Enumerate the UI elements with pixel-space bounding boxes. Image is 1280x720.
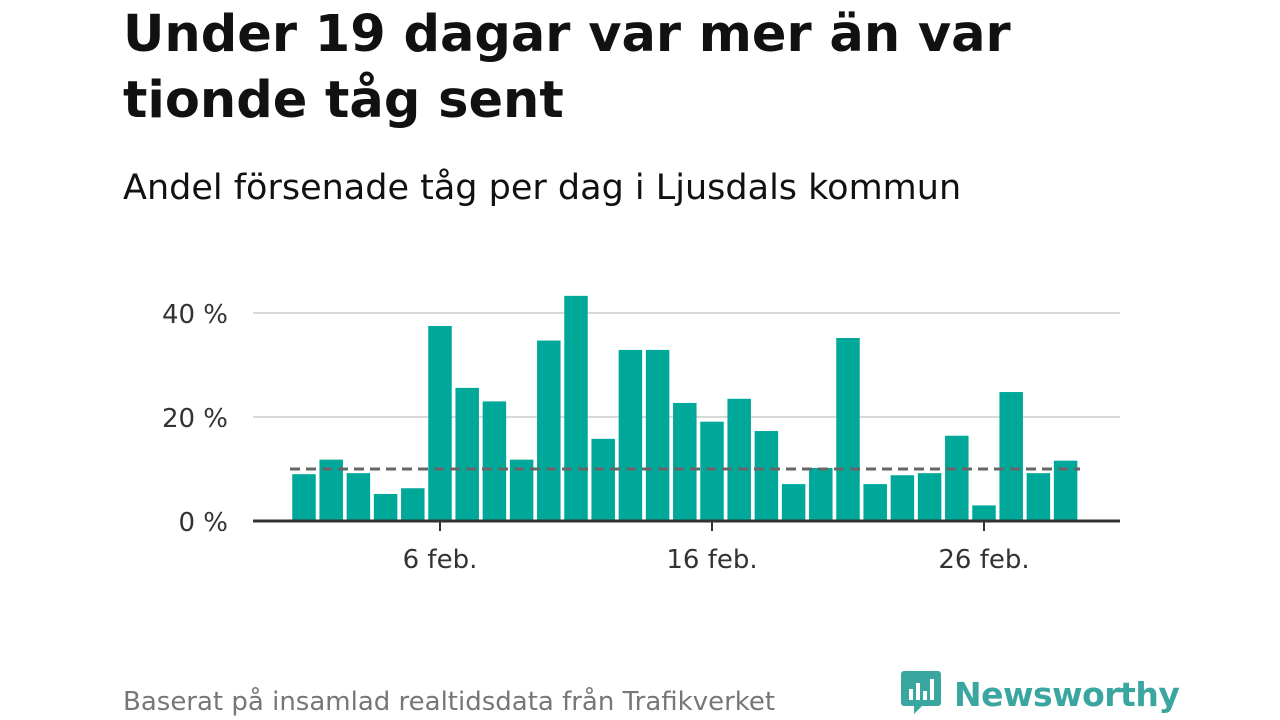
- bar: [645, 349, 670, 521]
- bar: [863, 484, 887, 521]
- bar: [591, 438, 615, 521]
- bar: [700, 421, 724, 521]
- newsworthy-logo-icon: [900, 669, 942, 719]
- bar: [618, 349, 643, 521]
- bar: [455, 387, 479, 521]
- brand-logo[interactable]: Newsworthy: [900, 669, 1180, 719]
- bars: [292, 295, 1078, 521]
- bar: [972, 505, 996, 521]
- x-tick-label: 26 feb.: [938, 545, 1029, 575]
- bar: [1053, 460, 1078, 521]
- bar: [428, 326, 452, 521]
- chart-title: Under 19 dagar var mer än var tionde tåg…: [123, 5, 1011, 130]
- bar: [809, 467, 833, 521]
- source-note: Baserat på insamlad realtidsdata från Tr…: [123, 687, 776, 717]
- brand-name: Newsworthy: [954, 674, 1180, 714]
- x-axis: [253, 519, 1120, 531]
- bar: [945, 435, 969, 521]
- bar: [727, 398, 751, 521]
- bar: [564, 295, 588, 521]
- bar: [917, 473, 942, 521]
- y-tick-label: 0 %: [178, 508, 228, 538]
- bar: [319, 459, 343, 521]
- bar-chart: 0 % 20 % 40 % 6 feb. 16 feb. 26 feb.: [162, 295, 1120, 575]
- x-tick-label: 6 feb.: [403, 545, 478, 575]
- bar: [1026, 473, 1051, 521]
- x-tick-label: 16 feb.: [666, 545, 757, 575]
- bar: [890, 475, 915, 521]
- bar: [673, 402, 697, 521]
- bar: [292, 474, 316, 521]
- y-tick-label: 20 %: [162, 404, 228, 434]
- grid-lines: [253, 312, 1120, 418]
- bar: [346, 473, 371, 521]
- y-tick-label: 40 %: [162, 300, 228, 330]
- bar: [537, 340, 561, 521]
- bar: [754, 431, 779, 521]
- bar: [509, 459, 534, 521]
- chart-subtitle: Andel försenade tåg per dag i Ljusdals k…: [123, 168, 962, 208]
- bar: [999, 392, 1023, 521]
- bar: [373, 493, 398, 521]
- bar: [401, 488, 425, 521]
- bar: [781, 484, 806, 521]
- bar: [836, 337, 860, 521]
- bar: [482, 401, 507, 521]
- tick-labels: 0 % 20 % 40 % 6 feb. 16 feb. 26 feb.: [162, 300, 1030, 575]
